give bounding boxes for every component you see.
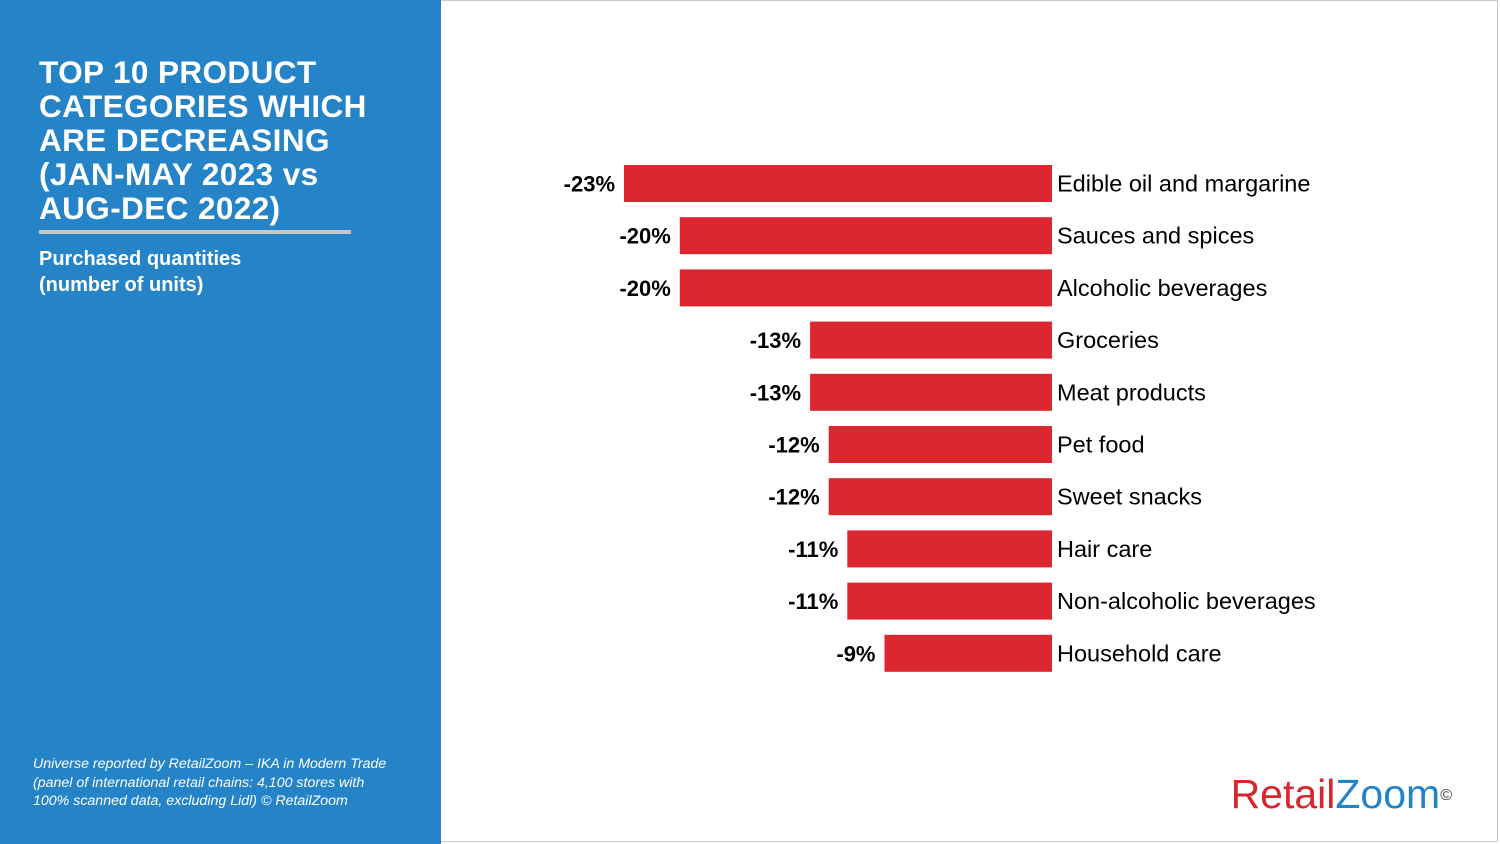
chart-title: TOP 10 PRODUCT CATEGORIES WHICH ARE DECR… bbox=[39, 54, 367, 226]
value-label-2: -20% bbox=[619, 276, 670, 301]
category-label-2: Alcoholic beverages bbox=[1057, 275, 1267, 301]
retailzoom-logo: RetailZoom© bbox=[1231, 772, 1452, 816]
value-label-1: -20% bbox=[619, 224, 670, 249]
value-label-3: -13% bbox=[750, 328, 801, 353]
value-label-5: -12% bbox=[768, 433, 819, 458]
source-footnote: Universe reported by RetailZoom – IKA in… bbox=[33, 756, 387, 809]
chart-subtitle: Purchased quantities (number of units) bbox=[39, 248, 242, 296]
bar-1 bbox=[679, 217, 1052, 255]
category-label-8: Non-alcoholic beverages bbox=[1057, 588, 1316, 614]
logo-retail-text: Retail bbox=[1230, 771, 1336, 817]
value-label-7: -11% bbox=[788, 537, 838, 562]
bar-4 bbox=[810, 373, 1052, 411]
bar-5 bbox=[828, 426, 1052, 463]
bar-3 bbox=[810, 321, 1052, 359]
category-label-0: Edible oil and margarine bbox=[1057, 171, 1310, 197]
category-label-1: Sauces and spices bbox=[1057, 223, 1254, 249]
bar-0 bbox=[624, 165, 1052, 202]
value-label-6: -12% bbox=[768, 485, 819, 510]
logo-zoom-text: Zoom bbox=[1335, 771, 1441, 817]
value-label-0: -23% bbox=[564, 172, 615, 197]
bar-9 bbox=[884, 634, 1052, 672]
value-label-9: -9% bbox=[836, 641, 875, 666]
bar-2 bbox=[679, 269, 1052, 307]
bar-8 bbox=[847, 582, 1052, 620]
category-label-6: Sweet snacks bbox=[1057, 484, 1202, 510]
value-label-4: -13% bbox=[750, 380, 801, 405]
category-label-4: Meat products bbox=[1057, 379, 1206, 405]
sidebar-panel: TOP 10 PRODUCT CATEGORIES WHICH ARE DECR… bbox=[0, 0, 441, 844]
title-divider bbox=[39, 230, 351, 234]
category-label-3: Groceries bbox=[1057, 327, 1159, 353]
category-label-9: Household care bbox=[1057, 640, 1222, 666]
bar-7 bbox=[847, 530, 1052, 568]
category-label-5: Pet food bbox=[1057, 432, 1145, 458]
copyright-icon: © bbox=[1440, 787, 1452, 804]
category-label-7: Hair care bbox=[1057, 536, 1152, 562]
bar-6 bbox=[828, 478, 1052, 516]
value-label-8: -11% bbox=[788, 589, 838, 614]
